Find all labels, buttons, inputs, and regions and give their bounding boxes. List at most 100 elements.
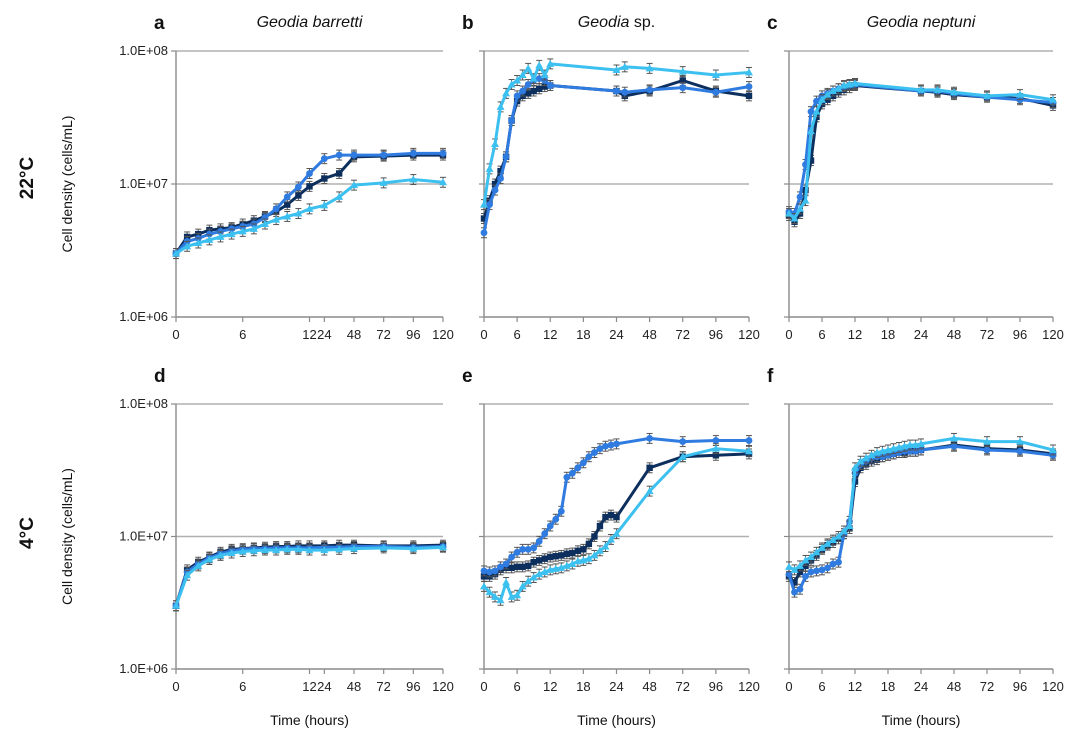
data-point (579, 459, 587, 467)
data-point (679, 438, 687, 446)
data-point (491, 186, 499, 194)
data-point (284, 201, 291, 208)
data-point (933, 85, 942, 93)
data-point (491, 567, 499, 575)
x-tick-label: 96 (406, 327, 420, 342)
data-point (535, 61, 544, 69)
data-point (818, 95, 826, 103)
data-point (485, 588, 494, 596)
data-point (829, 87, 837, 95)
x-tick-label: 120 (738, 327, 760, 342)
data-point (595, 546, 604, 554)
x-tick-label: 24 (609, 327, 623, 342)
data-point (439, 178, 447, 186)
data-point (491, 592, 500, 600)
data-point (216, 551, 225, 559)
data-point (350, 151, 358, 159)
panel-title-italic: Geodia barretti (257, 14, 363, 31)
data-point (1016, 437, 1024, 445)
row-label-22c: 22°C (17, 156, 38, 199)
x-tick-label: 12 (302, 679, 316, 694)
data-point (829, 536, 837, 544)
series-light-triangle (785, 77, 1057, 225)
data-point (238, 227, 247, 235)
series-light-triangle (172, 174, 447, 260)
x-tick-label: 120 (1042, 679, 1064, 694)
data-point (585, 540, 593, 548)
data-point (712, 437, 720, 444)
data-point (607, 441, 615, 449)
data-point (917, 85, 925, 93)
x-tick-label: 24 (914, 327, 928, 342)
x-tick-label: 96 (406, 679, 420, 694)
data-point (679, 84, 687, 92)
data-point (834, 84, 843, 92)
data-point (602, 442, 609, 450)
data-point (530, 87, 537, 95)
data-point (350, 181, 358, 189)
data-point (557, 507, 565, 515)
data-point (519, 87, 527, 95)
x-tick-label: 48 (642, 327, 656, 342)
x-tick-label: 12 (302, 327, 316, 342)
series-mid-circle (785, 440, 1057, 598)
data-point (562, 561, 571, 569)
data-point (790, 214, 799, 222)
data-point (536, 85, 543, 92)
data-point (612, 529, 621, 537)
data-point (563, 473, 571, 481)
data-point (227, 230, 236, 238)
x-tick-label: 0 (480, 327, 487, 342)
data-point (950, 442, 958, 450)
data-point (283, 193, 291, 201)
x-axis-label: Time (hours) (577, 712, 656, 728)
x-tick-label: 6 (514, 327, 521, 342)
data-point (283, 212, 292, 220)
data-point (541, 555, 548, 562)
data-point (508, 553, 516, 561)
data-point (834, 532, 843, 540)
data-point (249, 224, 258, 232)
data-point (574, 464, 582, 472)
data-point (818, 566, 826, 574)
data-point (183, 571, 192, 579)
x-tick-label: 12 (543, 327, 557, 342)
data-point (547, 553, 554, 561)
data-point (335, 545, 344, 553)
data-point (569, 549, 576, 557)
data-point (552, 515, 560, 523)
data-point (602, 513, 609, 521)
data-point (305, 204, 314, 212)
data-point (607, 511, 615, 519)
data-point (524, 562, 532, 570)
data-point (645, 64, 654, 72)
data-point (541, 83, 548, 90)
data-point (227, 549, 236, 557)
data-point (796, 568, 804, 576)
series-light-triangle (172, 541, 447, 612)
data-point (612, 65, 621, 73)
data-point (536, 557, 543, 564)
data-point (1049, 95, 1057, 103)
data-point (496, 102, 505, 110)
data-point (835, 558, 842, 566)
x-tick-label: 24 (317, 327, 331, 342)
data-point (306, 170, 313, 177)
panel-title-italic: Geodia neptuni (867, 14, 976, 31)
x-tick-label: 0 (172, 327, 179, 342)
x-tick-label: 12 (848, 327, 862, 342)
data-point (546, 82, 554, 89)
data-point (480, 229, 488, 237)
x-tick-label: 120 (432, 327, 454, 342)
data-point (613, 440, 620, 448)
data-point (580, 546, 587, 553)
data-point (335, 151, 343, 159)
x-tick-label: 72 (980, 679, 994, 694)
x-tick-label: 120 (1042, 327, 1064, 342)
series-mid-circle (480, 432, 753, 578)
series-dark-square (480, 448, 753, 582)
x-tick-label: 6 (818, 679, 825, 694)
data-point (856, 457, 865, 465)
data-point (591, 533, 598, 540)
x-tick-label: 72 (980, 327, 994, 342)
